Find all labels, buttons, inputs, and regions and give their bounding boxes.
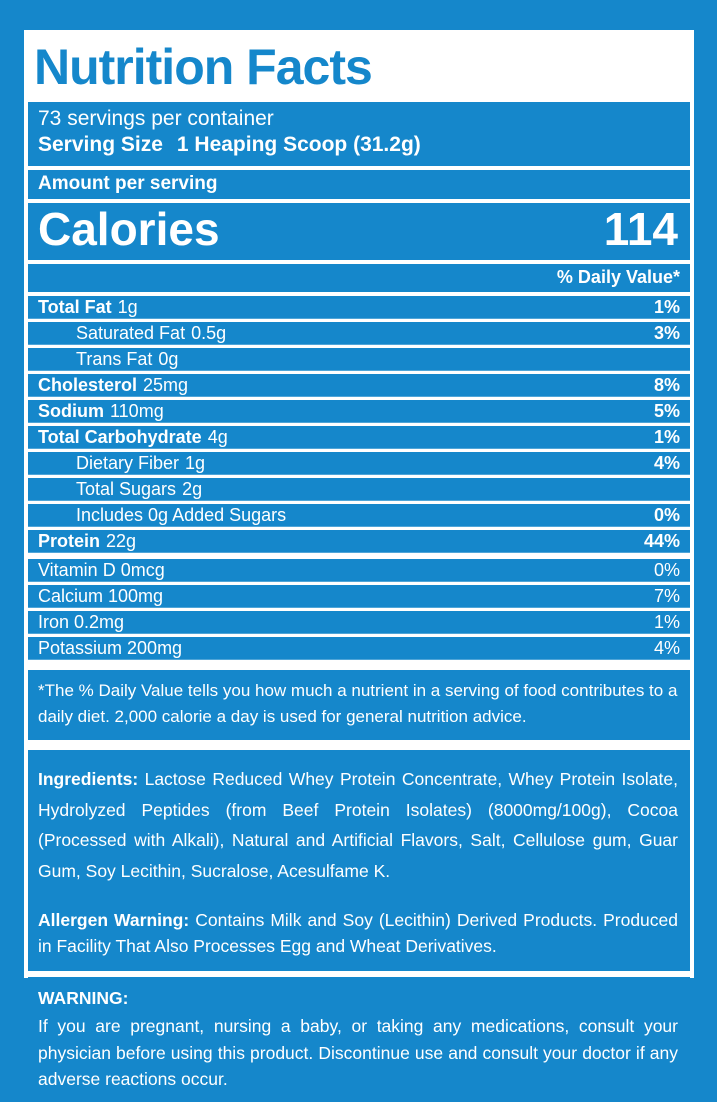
nutrition-label-page: { "colors":{"blue":"#1587cb","white":"#f… [24,30,694,1102]
amount-per-serving-band: Amount per serving [28,169,690,199]
nutrient-name-amount: Cholesterol 25mg [38,374,189,395]
daily-value-percent: 4% [653,452,680,473]
daily-value-percent: 8% [653,374,680,395]
nutrient-name-amount: Total Sugars 2g [76,478,203,499]
nutrient-row: Vitamin D 0mcg 0% [28,558,690,582]
daily-value-percent: 3% [653,322,680,343]
daily-value-percent: 1% [653,426,680,447]
warning-box: WARNING: If you are pregnant, nursing a … [28,977,690,1102]
nutrient-row: Total Carbohydrate 4g 1% [28,425,690,449]
nutrient-name-amount: Vitamin D 0mcg [38,559,165,580]
nutrient-row: Saturated Fat 0.5g 3% [28,321,690,345]
nutrient-row: Potassium 200mg 4% [28,636,690,660]
nutrient-name-amount: Potassium 200mg [38,637,183,658]
label-title: Nutrition Facts [34,39,373,95]
serving-size-line: Serving Size 1 Heaping Scoop (31.2g) [38,132,680,158]
vitamin-rows: Vitamin D 0mcg 0% Calcium 100mg 7% Iron 0.2m… [28,558,690,663]
daily-value-percent: 44% [643,530,680,551]
daily-value-percent: 5% [653,400,680,421]
nutrient-row: Dietary Fiber 1g 4% [28,451,690,475]
nutrient-name-amount: Trans Fat 0g [76,348,179,369]
nutrient-name-amount: Sodium 110mg [38,400,164,421]
warning-text: If you are pregnant, nursing a baby, or … [38,1016,678,1089]
ingredients-text: Lactose Reduced Whey Protein Concentrate… [38,769,678,882]
nutrient-name-amount: Total Carbohydrate 4g [38,426,228,447]
ingredients-label: Ingredients: [38,769,139,790]
allergen-paragraph: Allergen Warning: Contains Milk and Soy … [38,907,678,960]
daily-value-header: % Daily Value* [28,263,690,292]
nutrient-name-amount: Protein 22g [38,530,137,551]
serving-info-band: 73 servings per container Serving Size 1 … [28,102,690,166]
allergen-label: Allergen Warning: [38,909,190,930]
daily-value-percent: 1% [653,611,680,632]
nutrient-name-amount: Iron 0.2mg [38,611,125,632]
daily-value-percent: 4% [653,637,680,658]
daily-value-percent: 7% [653,585,680,606]
allergen-text: Contains Milk and Soy (Lecithin) Derived… [38,909,679,956]
nutrient-row: Total Sugars 2g [28,477,690,501]
daily-value-percent: 1% [653,296,680,317]
nutrient-name-amount: Total Fat 1g [38,296,138,317]
calories-label: Calories [38,203,220,255]
ingredients-paragraph: Ingredients: Lactose Reduced Whey Protei… [38,764,678,887]
nutrient-name-amount: Saturated Fat 0.5g [76,322,227,343]
warning-label: WARNING: [38,988,129,1009]
nutrient-row: Protein 22g 44% [28,529,690,553]
daily-value-footnote: *The % Daily Value tells you how much a … [28,669,690,741]
nutrient-name-amount: Dietary Fiber 1g [76,452,206,473]
serving-size-value: 1 Heaping Scoop (31.2g) [176,133,421,157]
nutrient-row: Calcium 100mg 7% [28,584,690,608]
calories-value: 114 [603,203,678,255]
nutrient-name-amount: Calcium 100mg [38,585,164,606]
nutrient-row: Includes 0g Added Sugars 0% [28,503,690,527]
servings-per-container: 73 servings per container [38,107,274,130]
ingredients-box: Ingredients: Lactose Reduced Whey Protei… [28,750,690,972]
nutrient-rows: Total Fat 1g 1% Saturated Fat 0.5g 3% Trans Fa… [28,295,690,556]
serving-size-label: Serving Size [38,133,163,157]
nutrient-row: Trans Fat 0g [28,347,690,371]
daily-value-percent: 0% [653,559,680,580]
daily-value-percent: 0% [653,504,680,525]
nutrient-row: Cholesterol 25mg 8% [28,373,690,397]
nutrition-facts-card: Nutrition Facts 73 servings per containe… [24,30,694,1102]
calories-band: Calories 114 [28,202,690,260]
nutrient-row: Total Fat 1g 1% [28,295,690,319]
nutrient-row: Sodium 110mg 5% [28,399,690,423]
nutrient-row: Iron 0.2mg 1% [28,610,690,634]
nutrient-name-amount: Includes 0g Added Sugars [76,504,287,525]
